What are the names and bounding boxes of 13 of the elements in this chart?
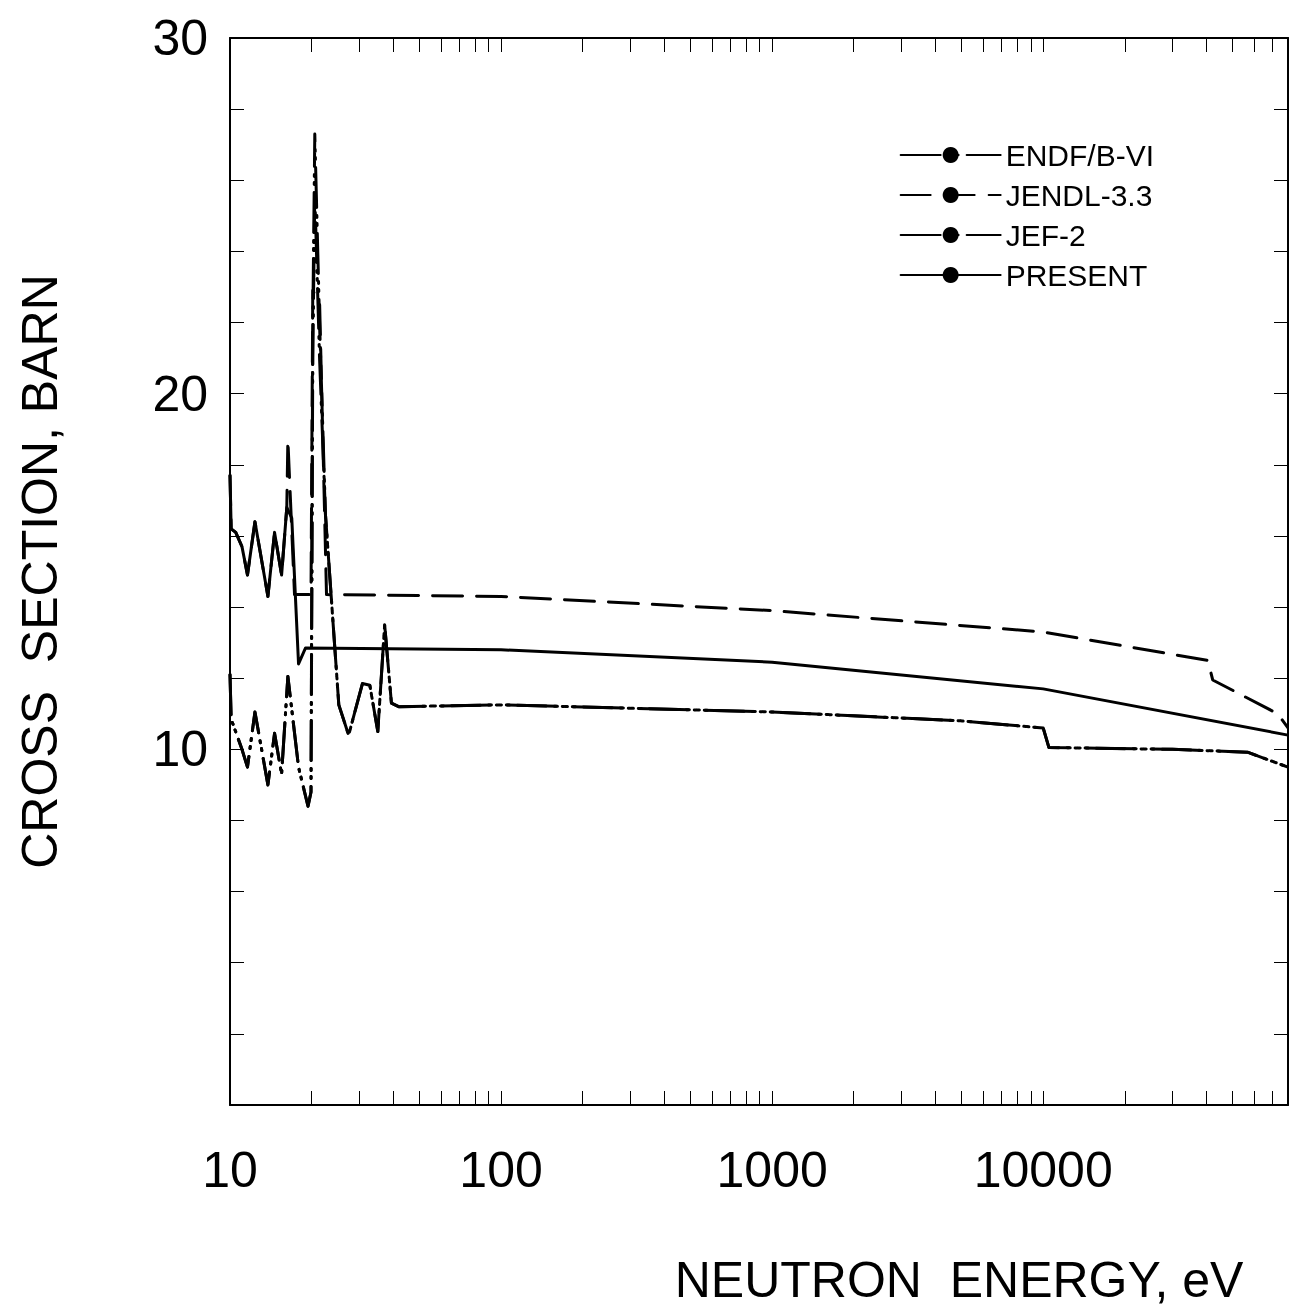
legend-label: JENDL-3.3 bbox=[1005, 178, 1153, 212]
legend-label: PRESENT bbox=[1005, 258, 1148, 292]
y-axis-title: CROSS SECTION, BARN bbox=[12, 274, 68, 869]
x-tick-label: 10000 bbox=[973, 1142, 1113, 1198]
x-tick-label: 100 bbox=[459, 1142, 543, 1198]
x-tick-label: 1000 bbox=[716, 1142, 828, 1198]
y-tick-label: 20 bbox=[152, 365, 208, 422]
legend-label: JEF-2 bbox=[1005, 218, 1086, 252]
x-axis-title: NEUTRON ENERGY, eV bbox=[674, 1252, 1244, 1308]
legend-label: ENDF/B-VI bbox=[1005, 138, 1155, 172]
x-tick-label: 10 bbox=[202, 1142, 258, 1198]
y-tick-label: 10 bbox=[152, 721, 208, 778]
y-tick-label: 30 bbox=[152, 10, 208, 66]
